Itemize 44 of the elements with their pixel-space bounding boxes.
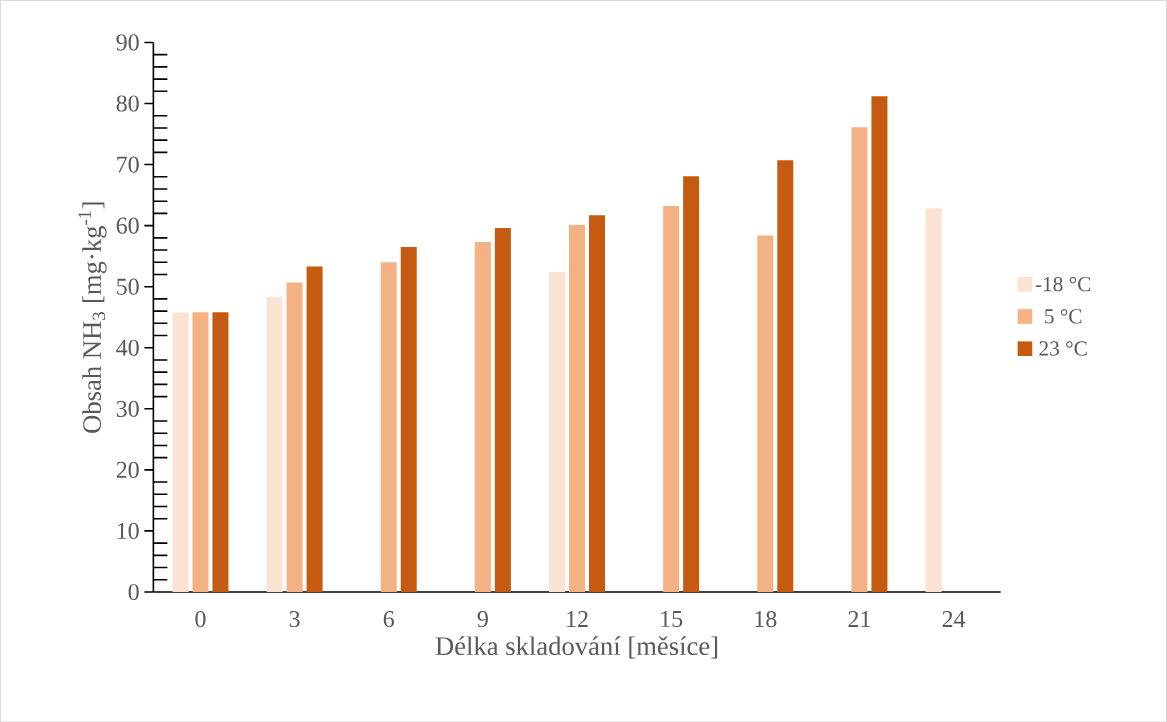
legend-label: 5 °C <box>1045 308 1082 324</box>
y-tick-label: 90 <box>116 34 139 51</box>
x-tick-label: 18 <box>755 610 777 628</box>
bar <box>549 271 566 592</box>
y-tick-label: 30 <box>116 400 139 417</box>
bar <box>589 215 606 592</box>
x-tick-label: 15 <box>661 610 683 627</box>
x-tick-label: 0 <box>195 610 206 628</box>
legend-label: 23 °C <box>1039 341 1087 356</box>
y-tick-label: 80 <box>116 95 139 112</box>
bar <box>286 282 303 592</box>
y-axis-title: Obsah NH$_{3}$ [mg·kg$^{-1}$] <box>78 202 107 433</box>
legend-label: -18 °C <box>1035 276 1091 292</box>
x-tick-label: 12 <box>567 610 588 627</box>
x-axis-title: Délka skladování [měsíce] <box>435 636 718 659</box>
bar <box>569 224 586 592</box>
x-tick-label: 3 <box>289 610 300 627</box>
bar <box>380 262 397 592</box>
y-tick-label: 40 <box>116 339 139 356</box>
x-tick-label: 6 <box>383 610 395 627</box>
y-tick-label: 0 <box>128 583 139 600</box>
bar <box>851 127 868 592</box>
x-tick-label: 24 <box>942 610 966 627</box>
bar <box>871 96 888 592</box>
bar <box>212 312 229 592</box>
y-tick-label: 10 <box>117 522 139 539</box>
bar <box>266 296 283 592</box>
y-tick-label: 50 <box>117 278 139 295</box>
bar <box>683 176 700 592</box>
bar <box>757 235 774 592</box>
bar <box>172 312 189 592</box>
y-tick-label: 20 <box>116 461 139 478</box>
bar <box>306 266 323 592</box>
y-tick-label: 60 <box>116 217 139 234</box>
bar <box>474 241 491 592</box>
x-tick-label: 21 <box>848 610 870 627</box>
bar <box>494 227 511 592</box>
bar <box>663 205 680 592</box>
x-tick-label: 9 <box>477 610 488 627</box>
bar <box>400 246 417 592</box>
bar <box>925 208 942 592</box>
y-tick-label: 70 <box>117 156 139 173</box>
bar <box>777 160 794 592</box>
bar <box>192 312 209 592</box>
